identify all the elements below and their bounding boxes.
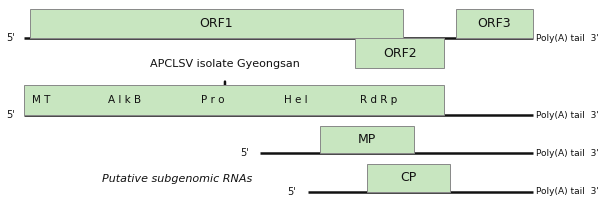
Text: ORF2: ORF2	[383, 47, 417, 60]
Text: 5': 5'	[6, 110, 15, 120]
FancyBboxPatch shape	[355, 38, 444, 68]
Text: M T: M T	[32, 95, 51, 105]
Text: Poly(A) tail  3': Poly(A) tail 3'	[536, 111, 598, 119]
Text: R d R p: R d R p	[361, 95, 398, 105]
Text: Poly(A) tail  3': Poly(A) tail 3'	[536, 149, 598, 158]
Text: Poly(A) tail  3': Poly(A) tail 3'	[536, 34, 598, 43]
Text: ORF1: ORF1	[199, 17, 233, 30]
Text: MP: MP	[358, 133, 376, 146]
Text: APCLSV isolate Gyeongsan: APCLSV isolate Gyeongsan	[150, 59, 300, 69]
Text: Putative subgenomic RNAs: Putative subgenomic RNAs	[102, 174, 253, 184]
Text: H e l: H e l	[284, 95, 308, 105]
FancyBboxPatch shape	[320, 126, 414, 153]
Text: P r o: P r o	[201, 95, 225, 105]
Text: 5': 5'	[240, 148, 249, 158]
FancyBboxPatch shape	[456, 9, 533, 38]
FancyBboxPatch shape	[367, 164, 450, 192]
Text: A l k B: A l k B	[108, 95, 141, 105]
Text: 5': 5'	[287, 187, 296, 197]
Text: 5': 5'	[6, 33, 15, 43]
FancyBboxPatch shape	[30, 9, 403, 38]
Text: CP: CP	[400, 171, 417, 184]
Text: ORF3: ORF3	[478, 17, 511, 30]
FancyBboxPatch shape	[24, 85, 444, 115]
Text: Poly(A) tail  3': Poly(A) tail 3'	[536, 187, 598, 196]
